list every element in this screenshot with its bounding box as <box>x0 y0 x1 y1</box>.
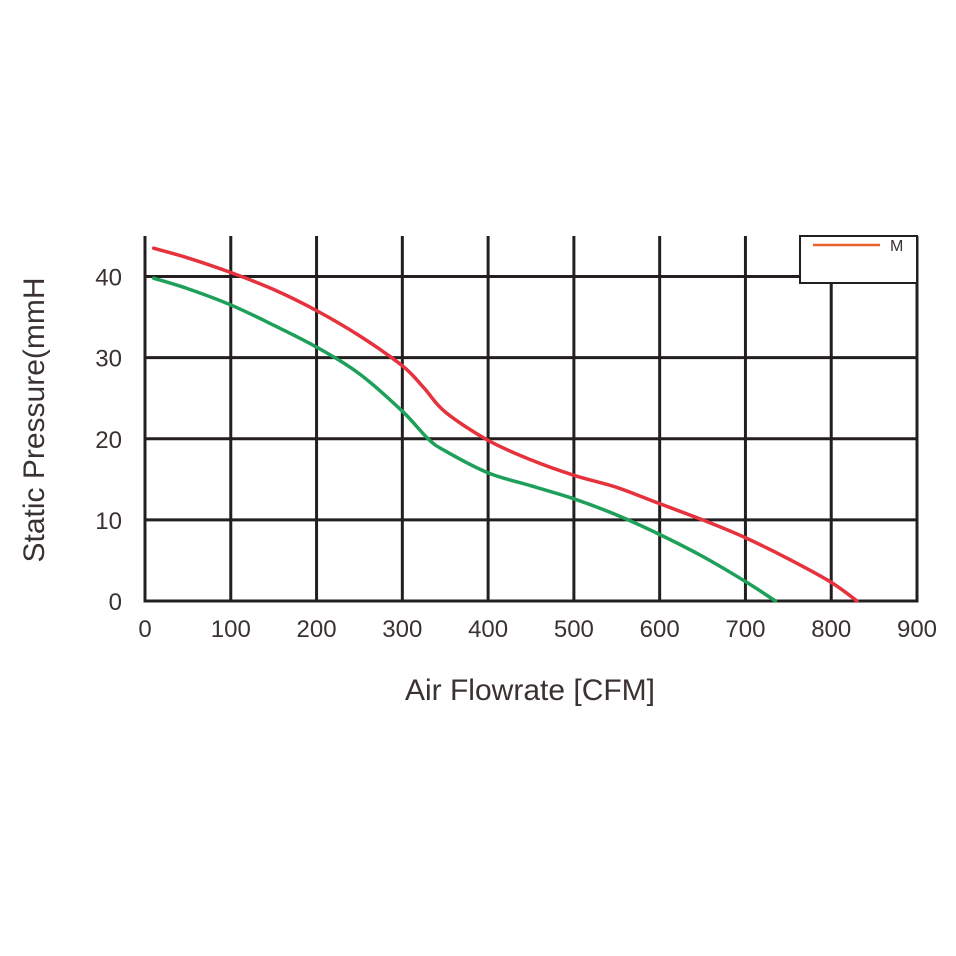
y-tick-label: 0 <box>109 589 122 616</box>
legend: M <box>799 235 918 284</box>
legend-label-m: M <box>890 238 903 255</box>
x-axis-title: Air Flowrate [CFM] <box>405 674 655 707</box>
series-line-1 <box>151 276 778 603</box>
x-tick-label: 600 <box>640 616 680 643</box>
x-tick-label: 800 <box>811 616 851 643</box>
grid <box>143 236 919 603</box>
y-tick-label: 10 <box>95 508 122 535</box>
series-lines <box>151 246 859 603</box>
x-tick-label: 300 <box>382 616 422 643</box>
x-tick-label: 700 <box>725 616 765 643</box>
x-tick-label: 500 <box>554 616 594 643</box>
x-tick-label: 0 <box>138 616 151 643</box>
x-tick-label: 400 <box>468 616 508 643</box>
y-tick-label: 20 <box>95 427 122 454</box>
y-tick-label: 40 <box>95 265 122 292</box>
x-tick-label: 200 <box>297 616 337 643</box>
x-tick-label: 100 <box>211 616 251 643</box>
x-tick-labels: 0 100 200 300 400 500 600 700 800 900 <box>138 616 937 643</box>
y-tick-label: 30 <box>95 346 122 373</box>
y-tick-labels: 0 10 20 30 40 <box>95 265 122 616</box>
x-tick-label: 900 <box>897 616 937 643</box>
series-line-0 <box>151 246 859 603</box>
y-axis-title: Static Pressure(mmH <box>18 277 51 562</box>
